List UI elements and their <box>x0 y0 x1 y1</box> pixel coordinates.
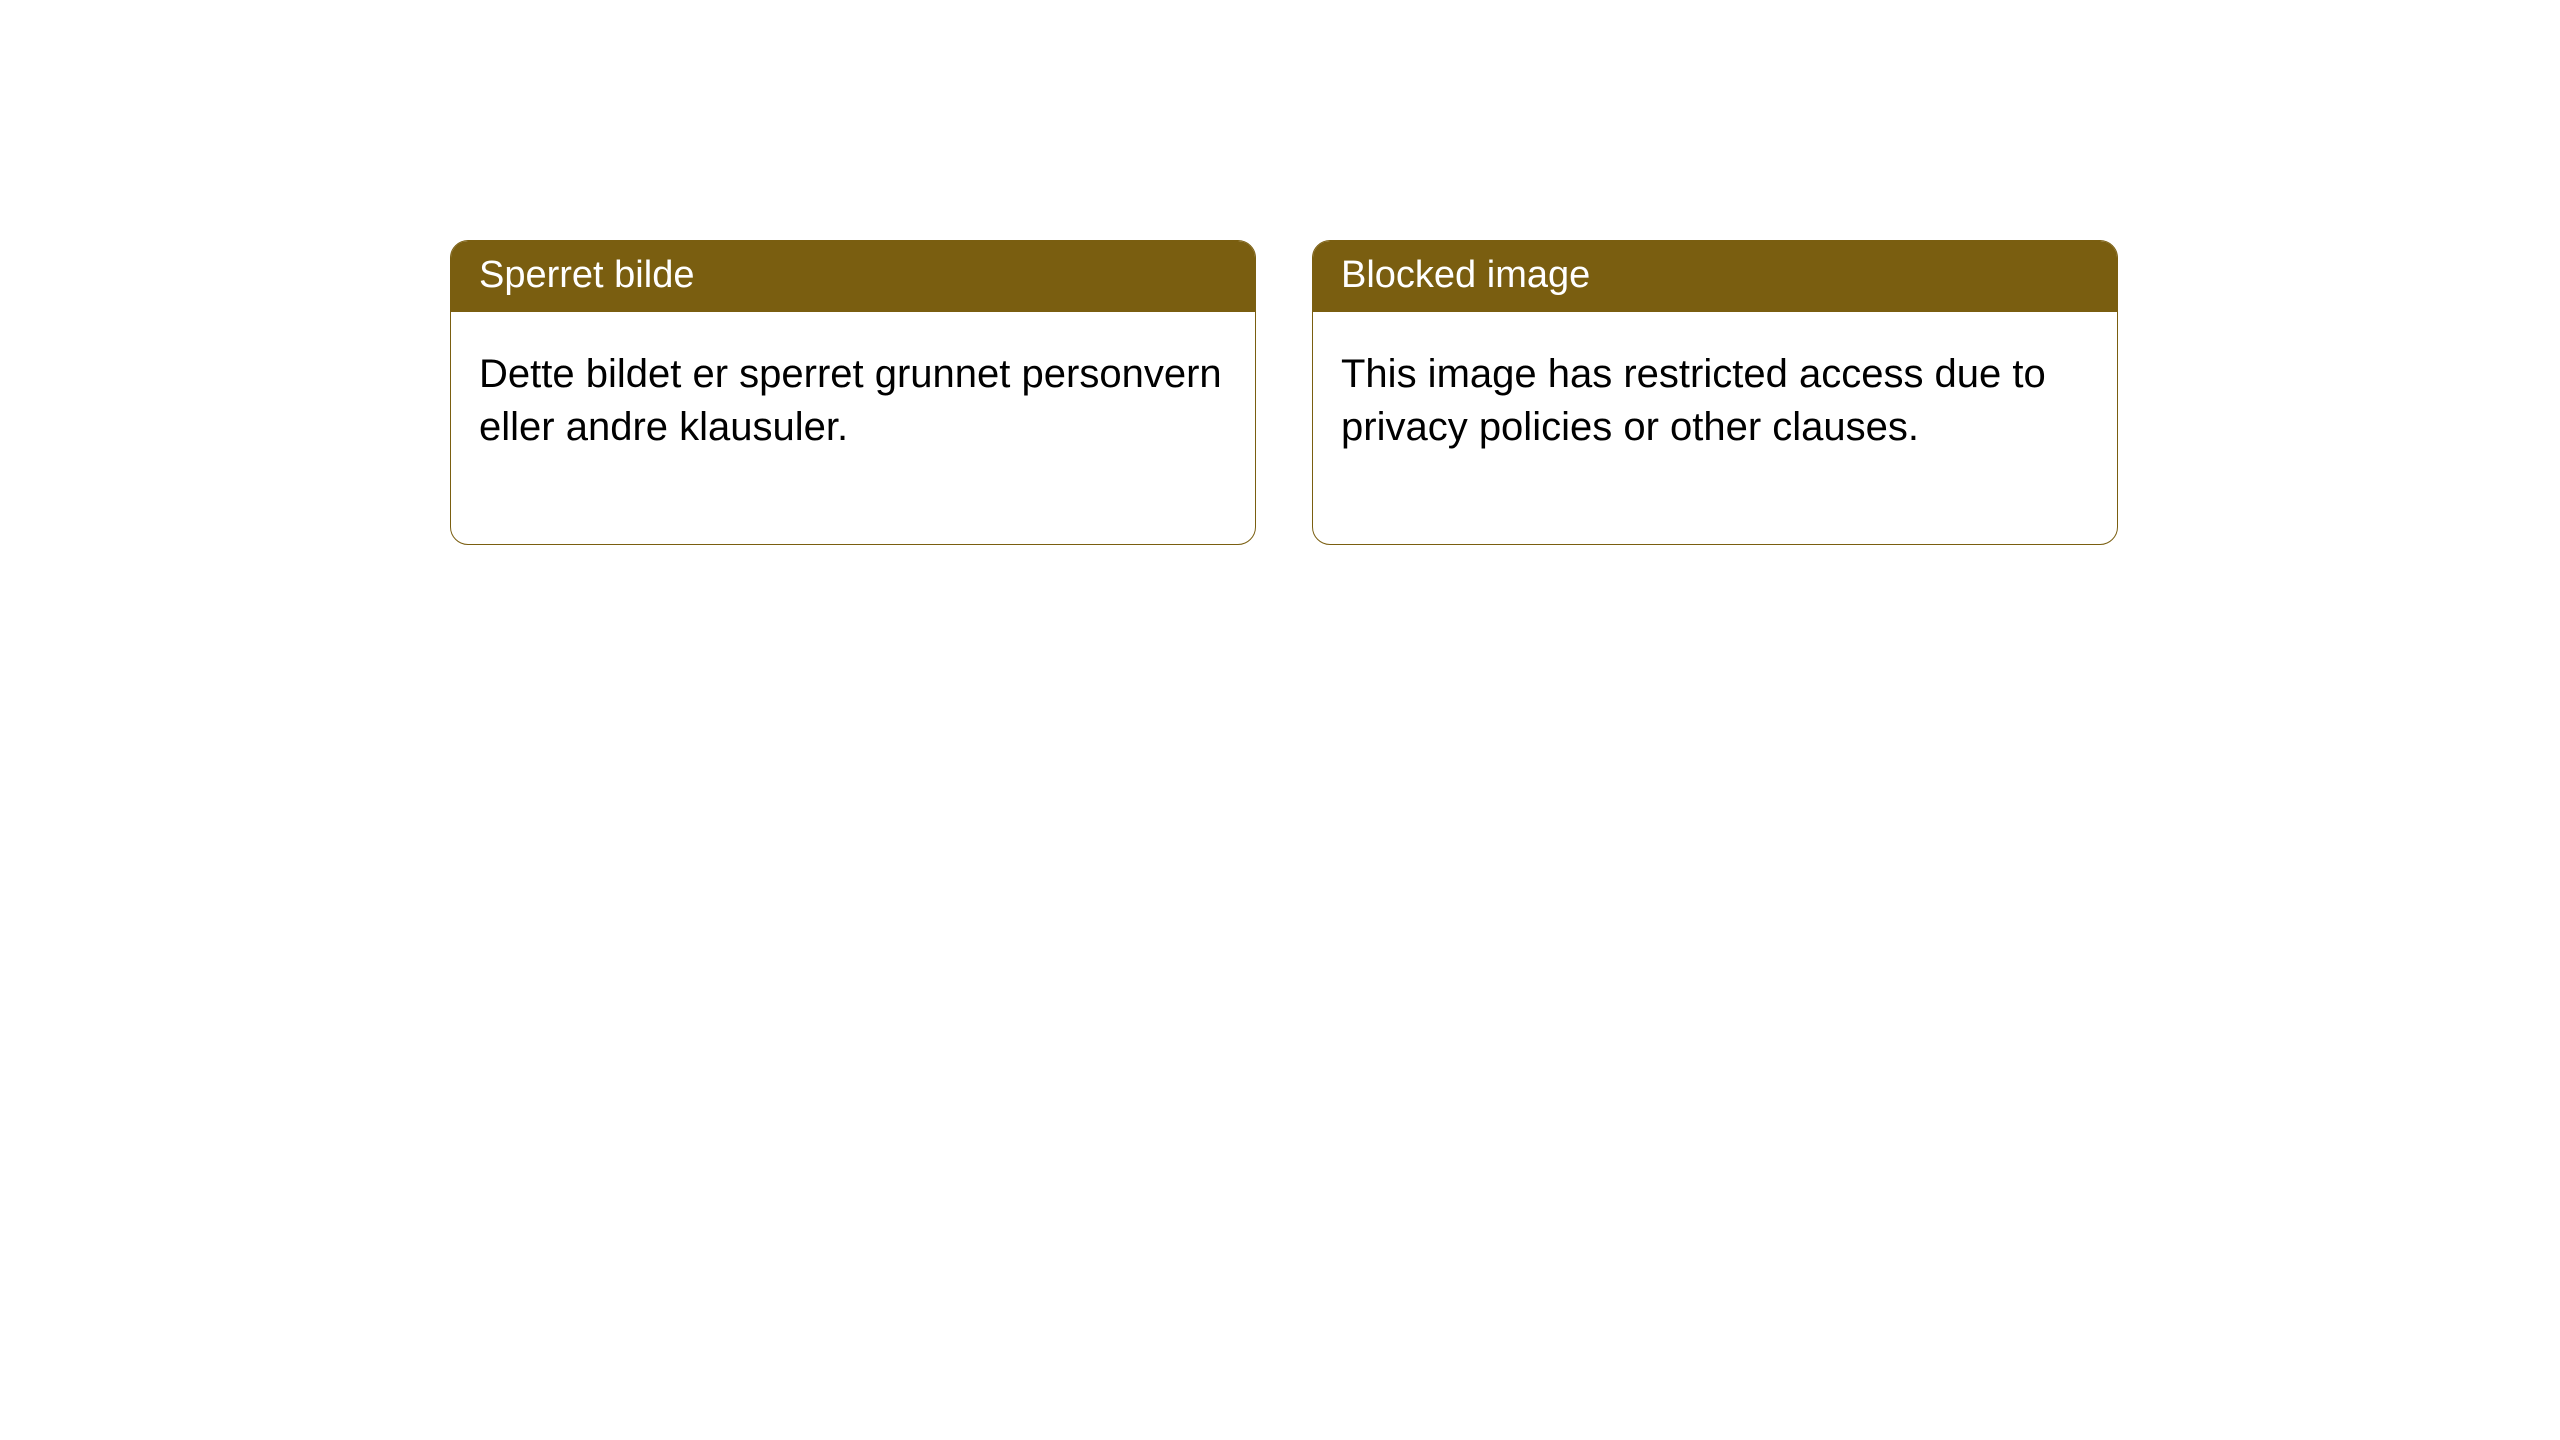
notice-title-en: Blocked image <box>1313 241 2117 312</box>
notice-card-en: Blocked image This image has restricted … <box>1312 240 2118 545</box>
notice-card-no: Sperret bilde Dette bildet er sperret gr… <box>450 240 1256 545</box>
notice-container: Sperret bilde Dette bildet er sperret gr… <box>450 240 2118 545</box>
notice-body-no: Dette bildet er sperret grunnet personve… <box>451 312 1255 544</box>
notice-body-en: This image has restricted access due to … <box>1313 312 2117 544</box>
notice-title-no: Sperret bilde <box>451 241 1255 312</box>
